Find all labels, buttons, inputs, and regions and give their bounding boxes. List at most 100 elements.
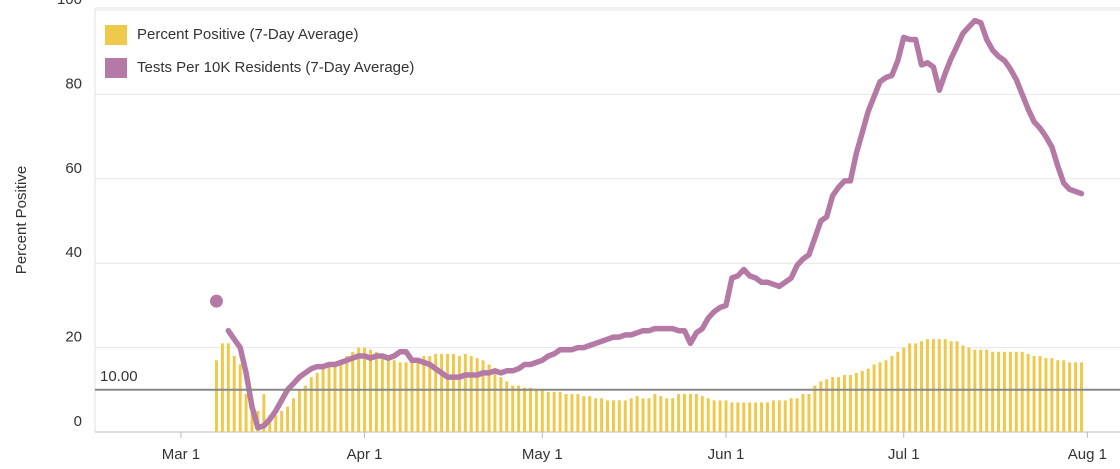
- bar: [694, 394, 698, 432]
- bar: [511, 385, 515, 432]
- x-tick-label: Mar 1: [162, 446, 200, 463]
- bar: [617, 400, 621, 432]
- bar: [754, 402, 758, 432]
- bar: [434, 353, 438, 432]
- bar: [736, 402, 740, 432]
- bar: [416, 358, 420, 432]
- bar: [789, 398, 793, 432]
- bar: [860, 370, 864, 432]
- bar: [297, 389, 301, 432]
- y-tick-label: 0: [74, 413, 82, 430]
- bar: [831, 377, 835, 432]
- bar: [931, 339, 935, 432]
- bar: [446, 353, 450, 432]
- bar: [807, 394, 811, 432]
- y-axis-title: Percent Positive: [13, 166, 30, 274]
- y-tick-label: 80: [65, 75, 82, 92]
- x-tick-label: May 1: [522, 446, 563, 463]
- bar: [380, 353, 384, 432]
- bar: [1044, 358, 1048, 432]
- bar: [908, 343, 912, 432]
- bar: [410, 360, 414, 432]
- bar: [1074, 362, 1078, 432]
- bar: [226, 343, 230, 432]
- bar: [327, 364, 331, 432]
- bar: [1062, 360, 1066, 432]
- bar: [333, 362, 337, 432]
- bar: [558, 391, 562, 432]
- bar: [742, 402, 746, 432]
- bar: [837, 377, 841, 432]
- bar: [463, 353, 467, 432]
- legend-label: Tests Per 10K Residents (7-Day Average): [137, 59, 414, 76]
- bar: [392, 360, 396, 432]
- bar: [309, 377, 313, 432]
- bar: [398, 362, 402, 432]
- bar: [985, 349, 989, 432]
- bar: [303, 385, 307, 432]
- bar: [534, 389, 538, 432]
- bar: [890, 356, 894, 432]
- legend-swatch: [105, 25, 127, 45]
- bar: [588, 396, 592, 432]
- bar: [540, 389, 544, 432]
- bar: [517, 385, 521, 432]
- bar: [979, 349, 983, 432]
- bar: [369, 349, 373, 432]
- bar: [777, 400, 781, 432]
- bar: [469, 356, 473, 432]
- bar: [493, 368, 497, 432]
- bar: [351, 351, 355, 432]
- x-tick-label: Jun 1: [708, 446, 745, 463]
- bar: [760, 402, 764, 432]
- bar: [611, 400, 615, 432]
- y-tick-label: 60: [65, 160, 82, 177]
- bar: [795, 398, 799, 432]
- bar: [748, 402, 752, 432]
- bar: [842, 375, 846, 432]
- bar: [280, 410, 284, 432]
- bar: [801, 394, 805, 432]
- bar: [1050, 358, 1054, 432]
- reference-label: 10.00: [100, 368, 138, 385]
- bar: [422, 356, 426, 432]
- bar: [457, 356, 461, 432]
- x-tick-label: Jul 1: [888, 446, 920, 463]
- bar: [896, 351, 900, 432]
- bar: [220, 343, 224, 432]
- bar: [570, 394, 574, 432]
- bar: [546, 391, 550, 432]
- bar: [813, 385, 817, 432]
- bar: [440, 353, 444, 432]
- x-tick-label: Apr 1: [347, 446, 383, 463]
- bar: [1068, 362, 1072, 432]
- legend-label: Percent Positive (7-Day Average): [137, 26, 359, 43]
- bar: [688, 394, 692, 432]
- bar: [386, 360, 390, 432]
- bar: [878, 362, 882, 432]
- bar: [706, 398, 710, 432]
- bar: [884, 360, 888, 432]
- bar: [783, 400, 787, 432]
- bar: [250, 406, 254, 432]
- bar: [925, 339, 929, 432]
- bar: [564, 394, 568, 432]
- bar: [552, 391, 556, 432]
- bar: [647, 398, 651, 432]
- bar: [232, 356, 236, 432]
- bar: [606, 400, 609, 432]
- bar: [576, 394, 580, 432]
- bar: [819, 381, 823, 432]
- bar: [214, 360, 218, 432]
- line: [225, 17, 1085, 431]
- bar: [428, 356, 432, 432]
- bar: [374, 351, 378, 432]
- bar: [997, 351, 1001, 432]
- bar: [1014, 351, 1018, 432]
- bar: [641, 398, 645, 432]
- bar: [268, 415, 272, 432]
- bar: [866, 368, 870, 432]
- bar: [665, 398, 669, 432]
- bar: [872, 364, 876, 432]
- bar: [582, 396, 586, 432]
